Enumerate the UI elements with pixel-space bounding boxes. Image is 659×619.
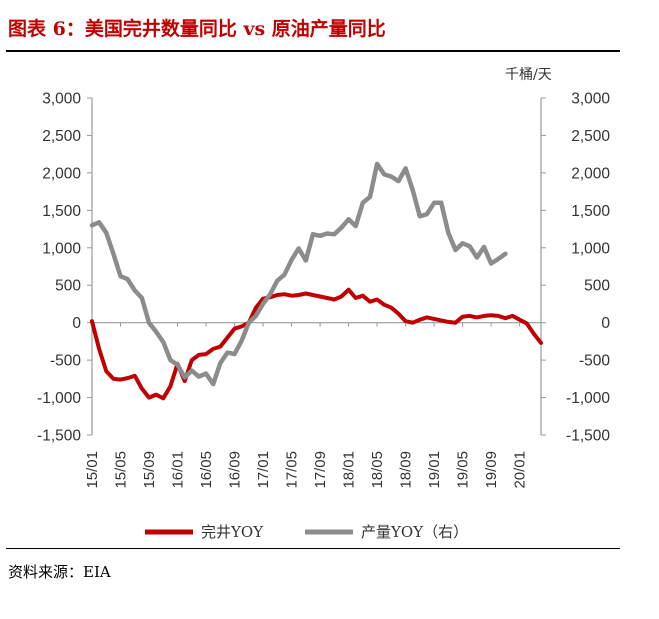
chart-title: 图表 6：美国完井数量同比 vs 原油产量同比 [8, 18, 386, 40]
right-y-tick-label: -1,500 [566, 428, 610, 445]
x-tick-label: 17/01 [255, 451, 272, 489]
x-tick-label: 17/05 [284, 451, 301, 489]
x-tick-label: 16/09 [227, 451, 244, 489]
x-tick-label: 16/05 [198, 451, 215, 489]
source-divider [6, 548, 620, 549]
right-y-tick-label: 1,000 [571, 240, 610, 257]
left-y-tick-label: 3,000 [42, 91, 81, 108]
x-tick-label: 19/09 [483, 451, 500, 489]
x-tick-label: 15/09 [141, 451, 158, 489]
x-tick-label: 18/09 [398, 451, 415, 489]
left-y-tick-label: -1,500 [37, 428, 81, 445]
right-y-tick-label: -500 [579, 353, 610, 370]
series-oil-production-yoy [89, 161, 508, 387]
left-y-tick-label: 0 [72, 315, 81, 332]
legend-well-label: 完井YOY [201, 523, 264, 541]
right-y-tick-label: 3,000 [571, 91, 610, 108]
chart-axes: 3,000 2,500 2,000 1,500 1,000 500 0 -500 -1,000 -… [37, 91, 610, 489]
title-underline [6, 50, 620, 52]
x-tick-label: 18/01 [341, 451, 358, 489]
right-y-tick-label: -1,000 [566, 390, 610, 407]
right-axis-unit: 千桶/天 [505, 67, 552, 83]
x-tick-label: 16/01 [170, 451, 187, 489]
left-y-tick-label: -500 [50, 353, 81, 370]
x-tick-label: 19/01 [426, 451, 443, 489]
x-tick-label: 17/09 [312, 451, 329, 489]
x-tick-label: 20/01 [512, 451, 529, 489]
right-y-tick-label: 1,500 [571, 203, 610, 220]
x-tick-label: 18/05 [369, 451, 386, 489]
chart-canvas: 3,000 2,500 2,000 1,500 1,000 500 0 -500 -1,000 -… [37, 67, 610, 541]
left-y-tick-label: 1,500 [42, 203, 81, 220]
chart-legend: 完井YOY 产量YOY（右） [145, 523, 468, 541]
series-well-completions-yoy [90, 287, 543, 401]
left-y-tick-label: -1,000 [37, 390, 81, 407]
left-y-tick-label: 1,000 [42, 240, 81, 257]
right-y-tick-label: 500 [584, 278, 610, 295]
right-y-tick-label: 2,500 [571, 128, 610, 145]
x-tick-label: 15/05 [113, 451, 130, 489]
left-y-tick-label: 2,500 [42, 128, 81, 145]
series-line [89, 161, 508, 387]
legend-prod-label: 产量YOY（右） [361, 523, 468, 541]
left-y-tick-label: 2,000 [42, 165, 81, 182]
right-y-tick-label: 0 [601, 315, 610, 332]
left-y-tick-label: 500 [55, 278, 81, 295]
x-tick-label: 19/05 [455, 451, 472, 489]
x-tick-label: 15/01 [84, 451, 101, 489]
right-y-tick-label: 2,000 [571, 165, 610, 182]
source-note: 资料来源：EIA [8, 563, 111, 581]
series-line [90, 287, 543, 401]
